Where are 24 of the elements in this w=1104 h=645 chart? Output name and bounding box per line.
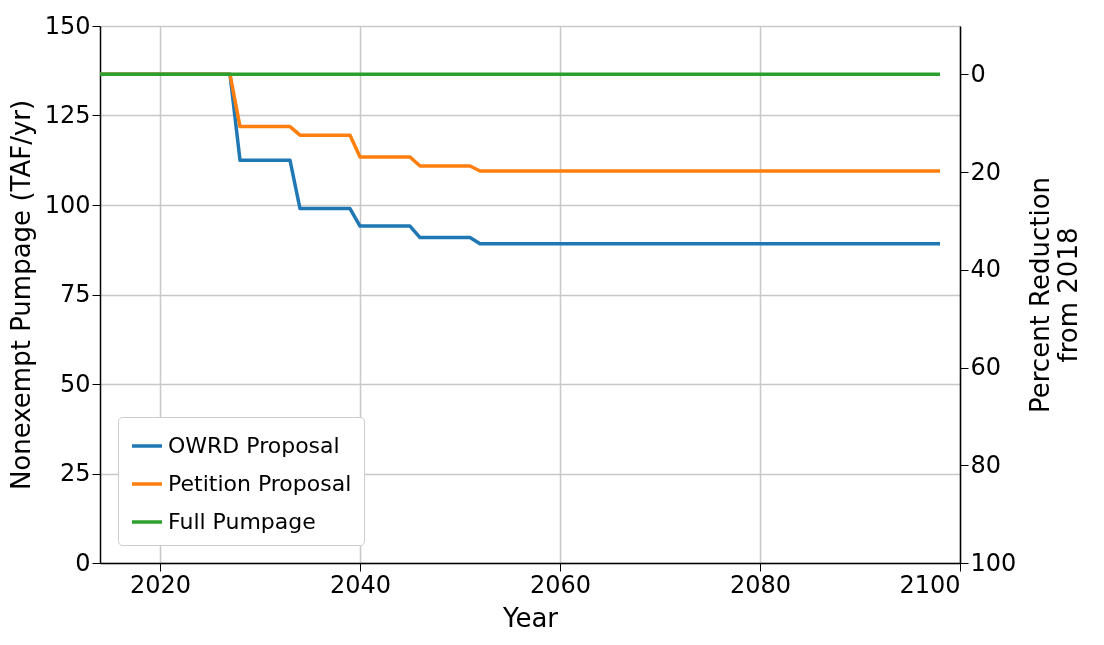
y2-tick-label: 0 (970, 59, 986, 88)
y2-tick-label: 60 (970, 353, 1002, 382)
y2-tick-label: 40 (970, 255, 1002, 284)
legend-label: Petition Proposal (168, 471, 352, 496)
y-tick-label: 75 (59, 280, 91, 308)
y2-tick-label: 20 (970, 157, 1002, 186)
x-tick-label: 2040 (329, 570, 392, 599)
legend-label: OWRD Proposal (168, 433, 340, 458)
x-tick-label: 2080 (729, 570, 792, 599)
y-tick-label: 150 (44, 11, 91, 40)
y2-tick-label: 80 (970, 450, 1002, 479)
y-tick-label: 125 (44, 101, 91, 129)
y-tick-label: 25 (59, 459, 91, 487)
x-tick-label: 2060 (529, 570, 592, 599)
y-axis-title: Nonexempt Pumpage (TAF/yr) (5, 99, 36, 491)
y-tick-label: 0 (75, 548, 91, 577)
x-tick-label: 2100 (899, 570, 961, 599)
y-tick-label: 50 (59, 369, 91, 398)
legend-label: Full Pumpage (168, 509, 316, 534)
y-tick-label: 100 (44, 190, 91, 219)
x-tick-label: 2020 (129, 570, 192, 599)
x-axis-title: Year (501, 602, 559, 633)
y2-tick-label: 100 (970, 548, 1017, 577)
y2-axis-title: Percent Reduction from 2018 (1025, 176, 1084, 414)
